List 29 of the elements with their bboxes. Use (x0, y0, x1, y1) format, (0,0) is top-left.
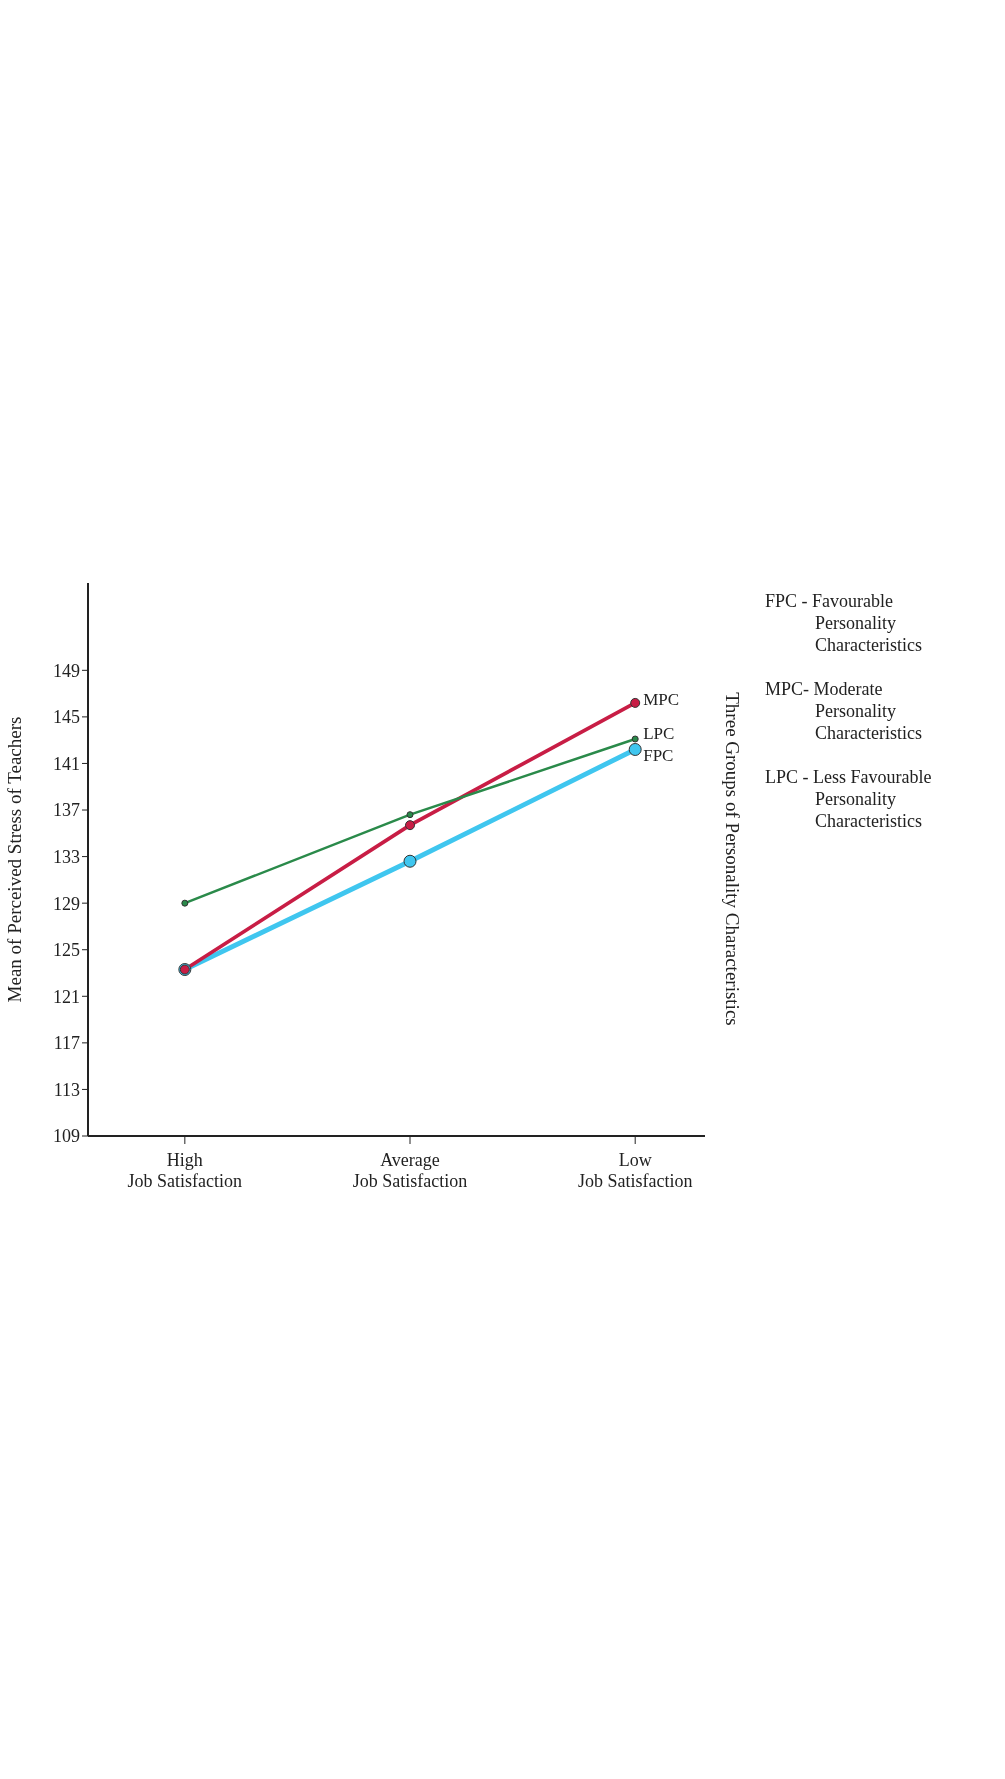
y-tick-label: 129 (53, 893, 80, 914)
y-tick-label: 117 (53, 1032, 80, 1053)
text: FPC - Favourable Personality Characteristics (765, 589, 923, 656)
text: LPC - Less Favourable Personality Characteristics (765, 765, 933, 832)
y-tick-label: 137 (53, 799, 80, 820)
x-tick-label: High Job Satisfaction (127, 1149, 243, 1191)
series-label: MPC (643, 689, 680, 709)
point (181, 899, 189, 907)
point (405, 819, 416, 830)
point (631, 735, 639, 742)
x-tick-label: Average Job Satisfaction (352, 1149, 468, 1191)
y-tick-label: 141 (53, 753, 80, 774)
legend-title: Three Groups of Personality Characteristics (721, 692, 743, 1026)
point (406, 810, 414, 818)
point (630, 697, 641, 708)
x-tick-label: Low Job Satisfaction (577, 1149, 693, 1191)
series-label: LPC (643, 723, 675, 743)
text: MPC- Moderate Personality Characteristics (765, 677, 923, 744)
y-tick-label: 125 (53, 939, 80, 960)
y-tick-label: 121 (53, 986, 80, 1007)
y-tick-label: 145 (53, 706, 80, 727)
point (628, 742, 642, 756)
y-tick-label: 149 (53, 660, 80, 681)
point (403, 854, 417, 868)
y-tick-label: 133 (53, 846, 80, 867)
y-tick-label: 113 (53, 1079, 80, 1100)
series-label: FPC (643, 745, 674, 765)
y-axis-title: Mean of Perceived Stress of Teachers (3, 716, 25, 1002)
y-tick-label: 109 (53, 1125, 80, 1146)
